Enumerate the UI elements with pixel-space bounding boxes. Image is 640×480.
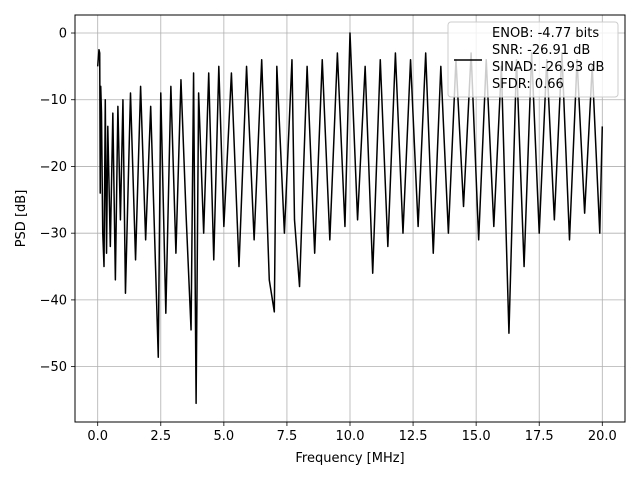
x-tick-label: 0.0 bbox=[87, 429, 108, 444]
y-tick-label: −40 bbox=[40, 293, 67, 308]
x-tick-label: 15.0 bbox=[462, 429, 491, 444]
legend-entry-line: SNR: -26.91 dB bbox=[492, 43, 590, 58]
y-axis: 0 −10 −20 −30 −40 −50 bbox=[40, 27, 75, 375]
legend-entry-line: SFDR: 0.66 bbox=[492, 77, 564, 92]
y-tick-label: 0 bbox=[59, 27, 67, 42]
legend-entry-line: ENOB: -4.77 bits bbox=[492, 26, 599, 41]
legend-box bbox=[447, 21, 619, 98]
x-tick-label: 20.0 bbox=[588, 429, 617, 444]
x-tick-label: 7.5 bbox=[277, 429, 298, 444]
y-tick-label: −20 bbox=[40, 160, 67, 175]
x-tick-label: 12.5 bbox=[399, 429, 428, 444]
psd-series-line bbox=[96, 32, 604, 405]
plot-area bbox=[96, 32, 604, 405]
x-tick-label: 17.5 bbox=[525, 429, 554, 444]
x-tick-label: 5.0 bbox=[214, 429, 235, 444]
y-tick-label: −30 bbox=[40, 227, 67, 242]
x-axis-label: Frequency [MHz] bbox=[295, 451, 404, 466]
legend-entry-line: SINAD: -26.93 dB bbox=[492, 60, 604, 75]
y-tick-label: −10 bbox=[40, 93, 67, 108]
x-tick-label: 2.5 bbox=[150, 429, 171, 444]
y-axis-label: PSD [dB] bbox=[14, 190, 29, 248]
x-axis: 0.0 2.5 5.0 7.5 10.0 12.5 15.0 17.5 20.0 bbox=[87, 422, 617, 444]
y-tick-label: −50 bbox=[40, 360, 67, 375]
legend: ENOB: -4.77 bits SNR: -26.91 dB SINAD: -26… bbox=[447, 21, 619, 98]
x-tick-label: 10.0 bbox=[336, 429, 365, 444]
